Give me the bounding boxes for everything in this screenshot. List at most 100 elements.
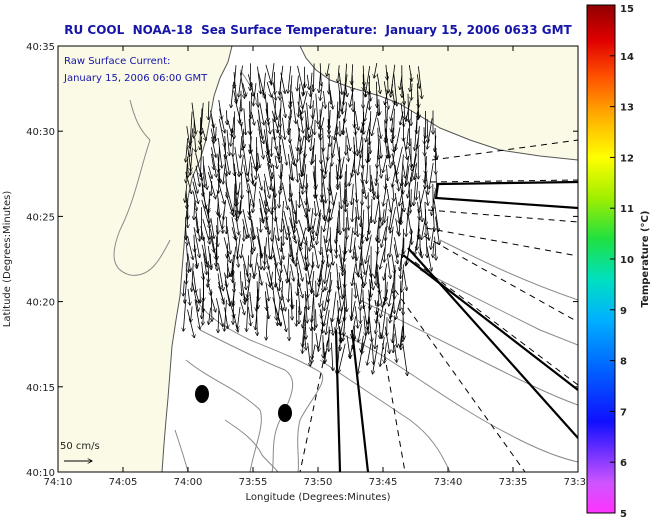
current-vector [406,100,411,122]
current-vector [313,63,314,92]
current-vector [362,181,366,199]
current-vector [402,162,406,179]
y-axis-ticks: 40:10 40:15 40:20 40:25 40:30 40:35 [26,42,578,479]
current-vector [217,225,218,246]
current-vector [385,101,386,123]
current-vector [235,236,239,268]
current-vector [296,237,300,267]
current-vector [342,108,347,133]
current-vector [399,183,404,211]
current-vector [426,172,428,195]
current-vector [248,156,251,182]
current-vector [338,343,346,373]
current-vector [242,255,250,283]
current-vector [231,128,233,146]
current-vector [313,100,314,118]
current-vector [265,108,270,134]
current-vector [384,236,386,262]
x-tick-label: 73:55 [239,477,268,488]
current-vector [421,216,426,239]
current-vector [295,252,302,282]
current-vector [282,117,285,140]
current-vector [361,172,363,193]
colorbar-tick-label: 9 [620,306,627,317]
current-vector [287,254,290,283]
current-vector [201,244,207,267]
colorbar-tick-label: 13 [620,103,634,114]
current-vector [257,66,261,94]
current-vector [297,273,299,295]
current-vector [386,64,387,80]
current-vector [353,273,356,298]
current-vector [305,189,310,212]
current-vector [249,291,253,318]
current-vector [394,108,395,139]
current-vector [300,135,301,151]
station-marker [195,385,209,403]
current-vector [352,64,353,84]
current-vector [190,111,193,145]
current-vector [319,262,324,286]
scale-label: 50 cm/s [60,441,100,452]
current-vector [289,226,291,256]
current-vector [191,282,198,311]
current-vector [377,280,382,307]
current-vector [226,129,230,156]
current-vector [247,74,251,86]
current-vector [188,288,190,305]
current-vector [340,156,345,179]
current-vector [328,208,332,222]
current-vector [187,210,188,228]
current-vector [395,299,401,320]
current-vector [379,99,380,115]
current-vector [215,126,216,141]
current-vector [210,296,216,312]
current-vector [218,182,225,204]
current-vector [282,182,287,210]
current-vector [351,300,356,321]
current-vector [294,210,296,233]
current-vector [360,279,364,303]
current-vector [325,254,329,283]
current-vector [311,128,314,151]
current-vector [384,326,389,354]
current-vector [305,336,307,350]
current-vector [400,74,403,90]
current-vector [392,153,397,184]
current-vector [377,144,379,168]
current-vector [282,280,283,300]
current-vector [391,255,395,273]
x-tick-label: 73:45 [369,477,398,488]
current-vector [320,270,323,292]
current-vector [311,315,313,331]
current-vector [219,289,224,301]
current-vector [224,272,228,288]
current-vector [305,261,312,292]
current-vector [332,291,337,322]
current-vector [324,299,330,326]
current-vector [233,90,237,104]
colorbar-tick-label: 5 [620,509,627,519]
current-vector [192,181,199,204]
current-vector [290,264,294,281]
current-vector [395,218,399,235]
current-vector [243,108,246,135]
current-vector [408,216,411,235]
current-vector [411,83,412,101]
current-vector [393,183,394,202]
current-vector [192,263,194,291]
current-vector [383,155,388,173]
current-vector [360,226,363,250]
current-vector [210,236,214,252]
current-vector [329,183,334,206]
current-vector [248,255,249,276]
current-vector [291,91,296,124]
colorbar-tick-label: 6 [620,458,627,469]
current-vector [419,244,423,258]
current-vector [380,336,385,367]
current-vector [312,344,316,363]
current-vector [313,225,314,241]
current-vector [240,190,242,215]
current-vector [354,111,358,130]
